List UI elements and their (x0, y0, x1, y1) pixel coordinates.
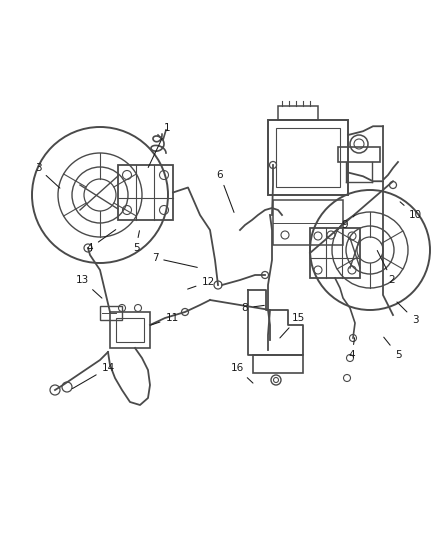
Text: 3: 3 (35, 163, 60, 188)
Bar (268, 120, 348, 195)
Bar (338, 147, 380, 162)
Bar (253, 355, 303, 373)
Text: 4: 4 (87, 230, 116, 253)
Text: 13: 13 (75, 275, 102, 298)
Bar (278, 106, 318, 120)
Bar (310, 228, 360, 278)
Bar (116, 318, 144, 342)
Text: 6: 6 (217, 170, 234, 212)
Text: 14: 14 (72, 363, 115, 389)
Bar (100, 306, 122, 320)
Text: 1: 1 (148, 123, 170, 167)
Text: 11: 11 (151, 313, 179, 325)
Text: 2: 2 (377, 251, 396, 285)
Bar (276, 128, 340, 187)
Text: 16: 16 (230, 363, 253, 383)
Text: 3: 3 (397, 302, 418, 325)
Text: 4: 4 (349, 338, 355, 360)
Bar (273, 200, 343, 245)
Text: 15: 15 (280, 313, 304, 338)
Text: 5: 5 (133, 231, 139, 253)
Bar (118, 165, 173, 220)
Text: 9: 9 (342, 215, 355, 230)
Text: 12: 12 (187, 277, 215, 289)
Text: 8: 8 (242, 303, 264, 313)
Bar (110, 312, 150, 348)
Text: 10: 10 (400, 202, 421, 220)
Text: 7: 7 (152, 253, 197, 268)
Text: 5: 5 (384, 337, 401, 360)
